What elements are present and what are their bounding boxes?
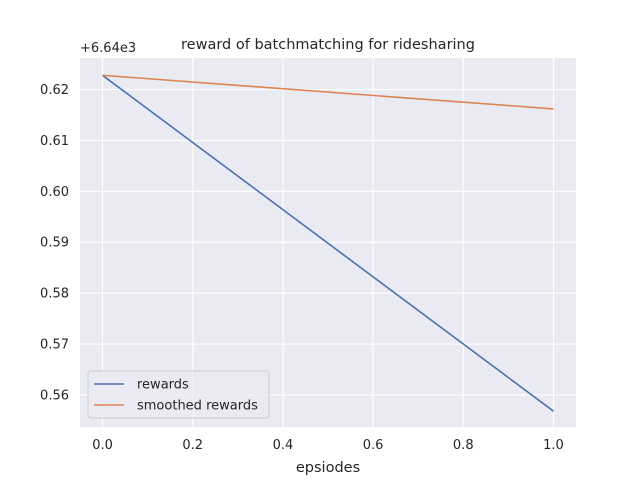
grid — [80, 58, 576, 427]
y-tick-label: 0.56 — [40, 388, 69, 403]
series-line — [102, 74, 554, 412]
legend-label: smoothed rewards — [137, 399, 258, 414]
x-axis-label: epsiodes — [296, 460, 360, 476]
y-tick-labels: 0.56 0.57 0.58 0.59 0.60 0.61 0.62 — [40, 83, 69, 403]
series-lines — [102, 74, 554, 412]
legend-box — [87, 370, 270, 419]
y-tick-label: 0.59 — [40, 236, 69, 251]
x-tick-label: 0.6 — [363, 438, 384, 453]
x-tick-label: 0.8 — [453, 438, 474, 453]
y-tick-label: 0.61 — [40, 134, 69, 149]
chart-title: reward of batchmatching for ridesharing — [181, 37, 475, 53]
legend-label: rewards — [137, 378, 189, 393]
y-tick-label: 0.60 — [40, 185, 69, 200]
legend: rewards smoothed rewards — [87, 370, 270, 419]
y-tick-label: 0.58 — [40, 287, 69, 302]
y-offset-label: +6.64e3 — [80, 41, 136, 56]
x-tick-label: 0.2 — [182, 438, 203, 453]
x-tick-label: 0.0 — [92, 438, 113, 453]
y-tick-label: 0.62 — [40, 83, 69, 98]
y-tick-label: 0.57 — [40, 338, 69, 353]
series-line — [102, 74, 554, 110]
x-tick-label: 1.0 — [543, 438, 564, 453]
x-tick-labels: 0.0 0.2 0.4 0.6 0.8 1.0 — [92, 438, 564, 453]
x-tick-label: 0.4 — [273, 438, 294, 453]
